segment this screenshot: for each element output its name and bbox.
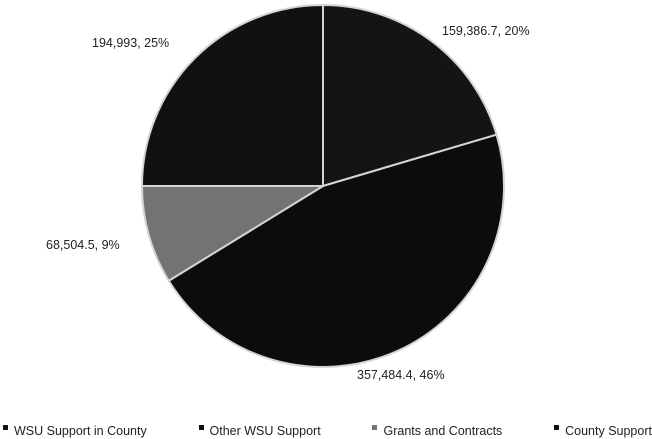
chart-legend: WSU Support in County Other WSU Support … (0, 422, 652, 439)
legend-item-county-support: County Support (554, 424, 652, 438)
slice-label-grants-and-contracts: 68,504.5, 9% (46, 238, 120, 252)
legend-item-other-wsu-support: Other WSU Support (198, 423, 321, 438)
pie-slice-wsu-support-in-county (322, 4, 498, 187)
legend-label: WSU Support in County (14, 423, 147, 438)
legend-item-grants-and-contracts: Grants and Contracts (372, 424, 502, 438)
slice-label-wsu-support-in-county: 159,386.7, 20% (442, 24, 530, 38)
legend-swatch (554, 425, 560, 430)
pie-slice-other-wsu-support (167, 133, 505, 368)
legend-swatch (372, 425, 378, 430)
legend-label: County Support (565, 423, 652, 438)
legend-label: Grants and Contracts (383, 423, 503, 438)
pie-slice-grants-and-contracts (140, 184, 324, 282)
legend-swatch (3, 425, 8, 430)
slice-label-other-wsu-support: 357,484.4, 46% (357, 368, 445, 382)
legend-swatch (198, 425, 204, 430)
pie-chart: 159,386.7, 20% 357,484.4, 46% 68,504.5, … (46, 4, 530, 382)
legend-item-wsu-support-in-county: WSU Support in County (3, 424, 147, 438)
pie-data-labels: 159,386.7, 20% 357,484.4, 46% 68,504.5, … (46, 24, 530, 382)
pie-slice-county-support (141, 4, 324, 187)
legend-label: Other WSU Support (209, 423, 321, 438)
slice-label-county-support: 194,993, 25% (92, 36, 169, 50)
pie-slices (140, 4, 505, 368)
